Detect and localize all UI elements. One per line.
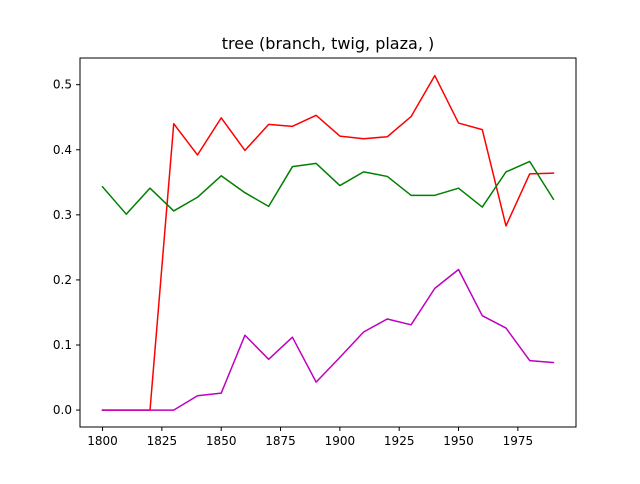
y-tick-label: 0.2 [53,273,72,287]
y-tick-label: 0.4 [53,143,72,157]
y-tick-label: 0.3 [53,208,72,222]
x-axis: 1800 1825 1850 1875 1900 1925 1950 1975 [87,427,533,448]
series-line-1 [101,74,555,411]
y-tick-label: 0.1 [53,338,72,352]
x-tick-label: 1825 [147,434,178,448]
x-tick-label: 1875 [265,434,296,448]
y-axis: 0.0 0.1 0.2 0.3 0.4 0.5 [53,78,80,417]
x-tick-label: 1975 [503,434,534,448]
plot-area-frame [79,57,577,428]
x-tick-label: 1800 [87,434,118,448]
y-tick-label: 0.5 [53,78,72,92]
y-tick-label: 0.0 [53,403,72,417]
x-tick-label: 1925 [384,434,415,448]
series-line-2 [101,160,555,215]
x-tick-label: 1950 [443,434,474,448]
chart-title: tree (branch, twig, plaza, ) [222,34,434,53]
series-line-3 [101,268,555,411]
x-tick-label: 1850 [206,434,237,448]
x-tick-label: 1900 [325,434,356,448]
series-layer [101,74,555,411]
